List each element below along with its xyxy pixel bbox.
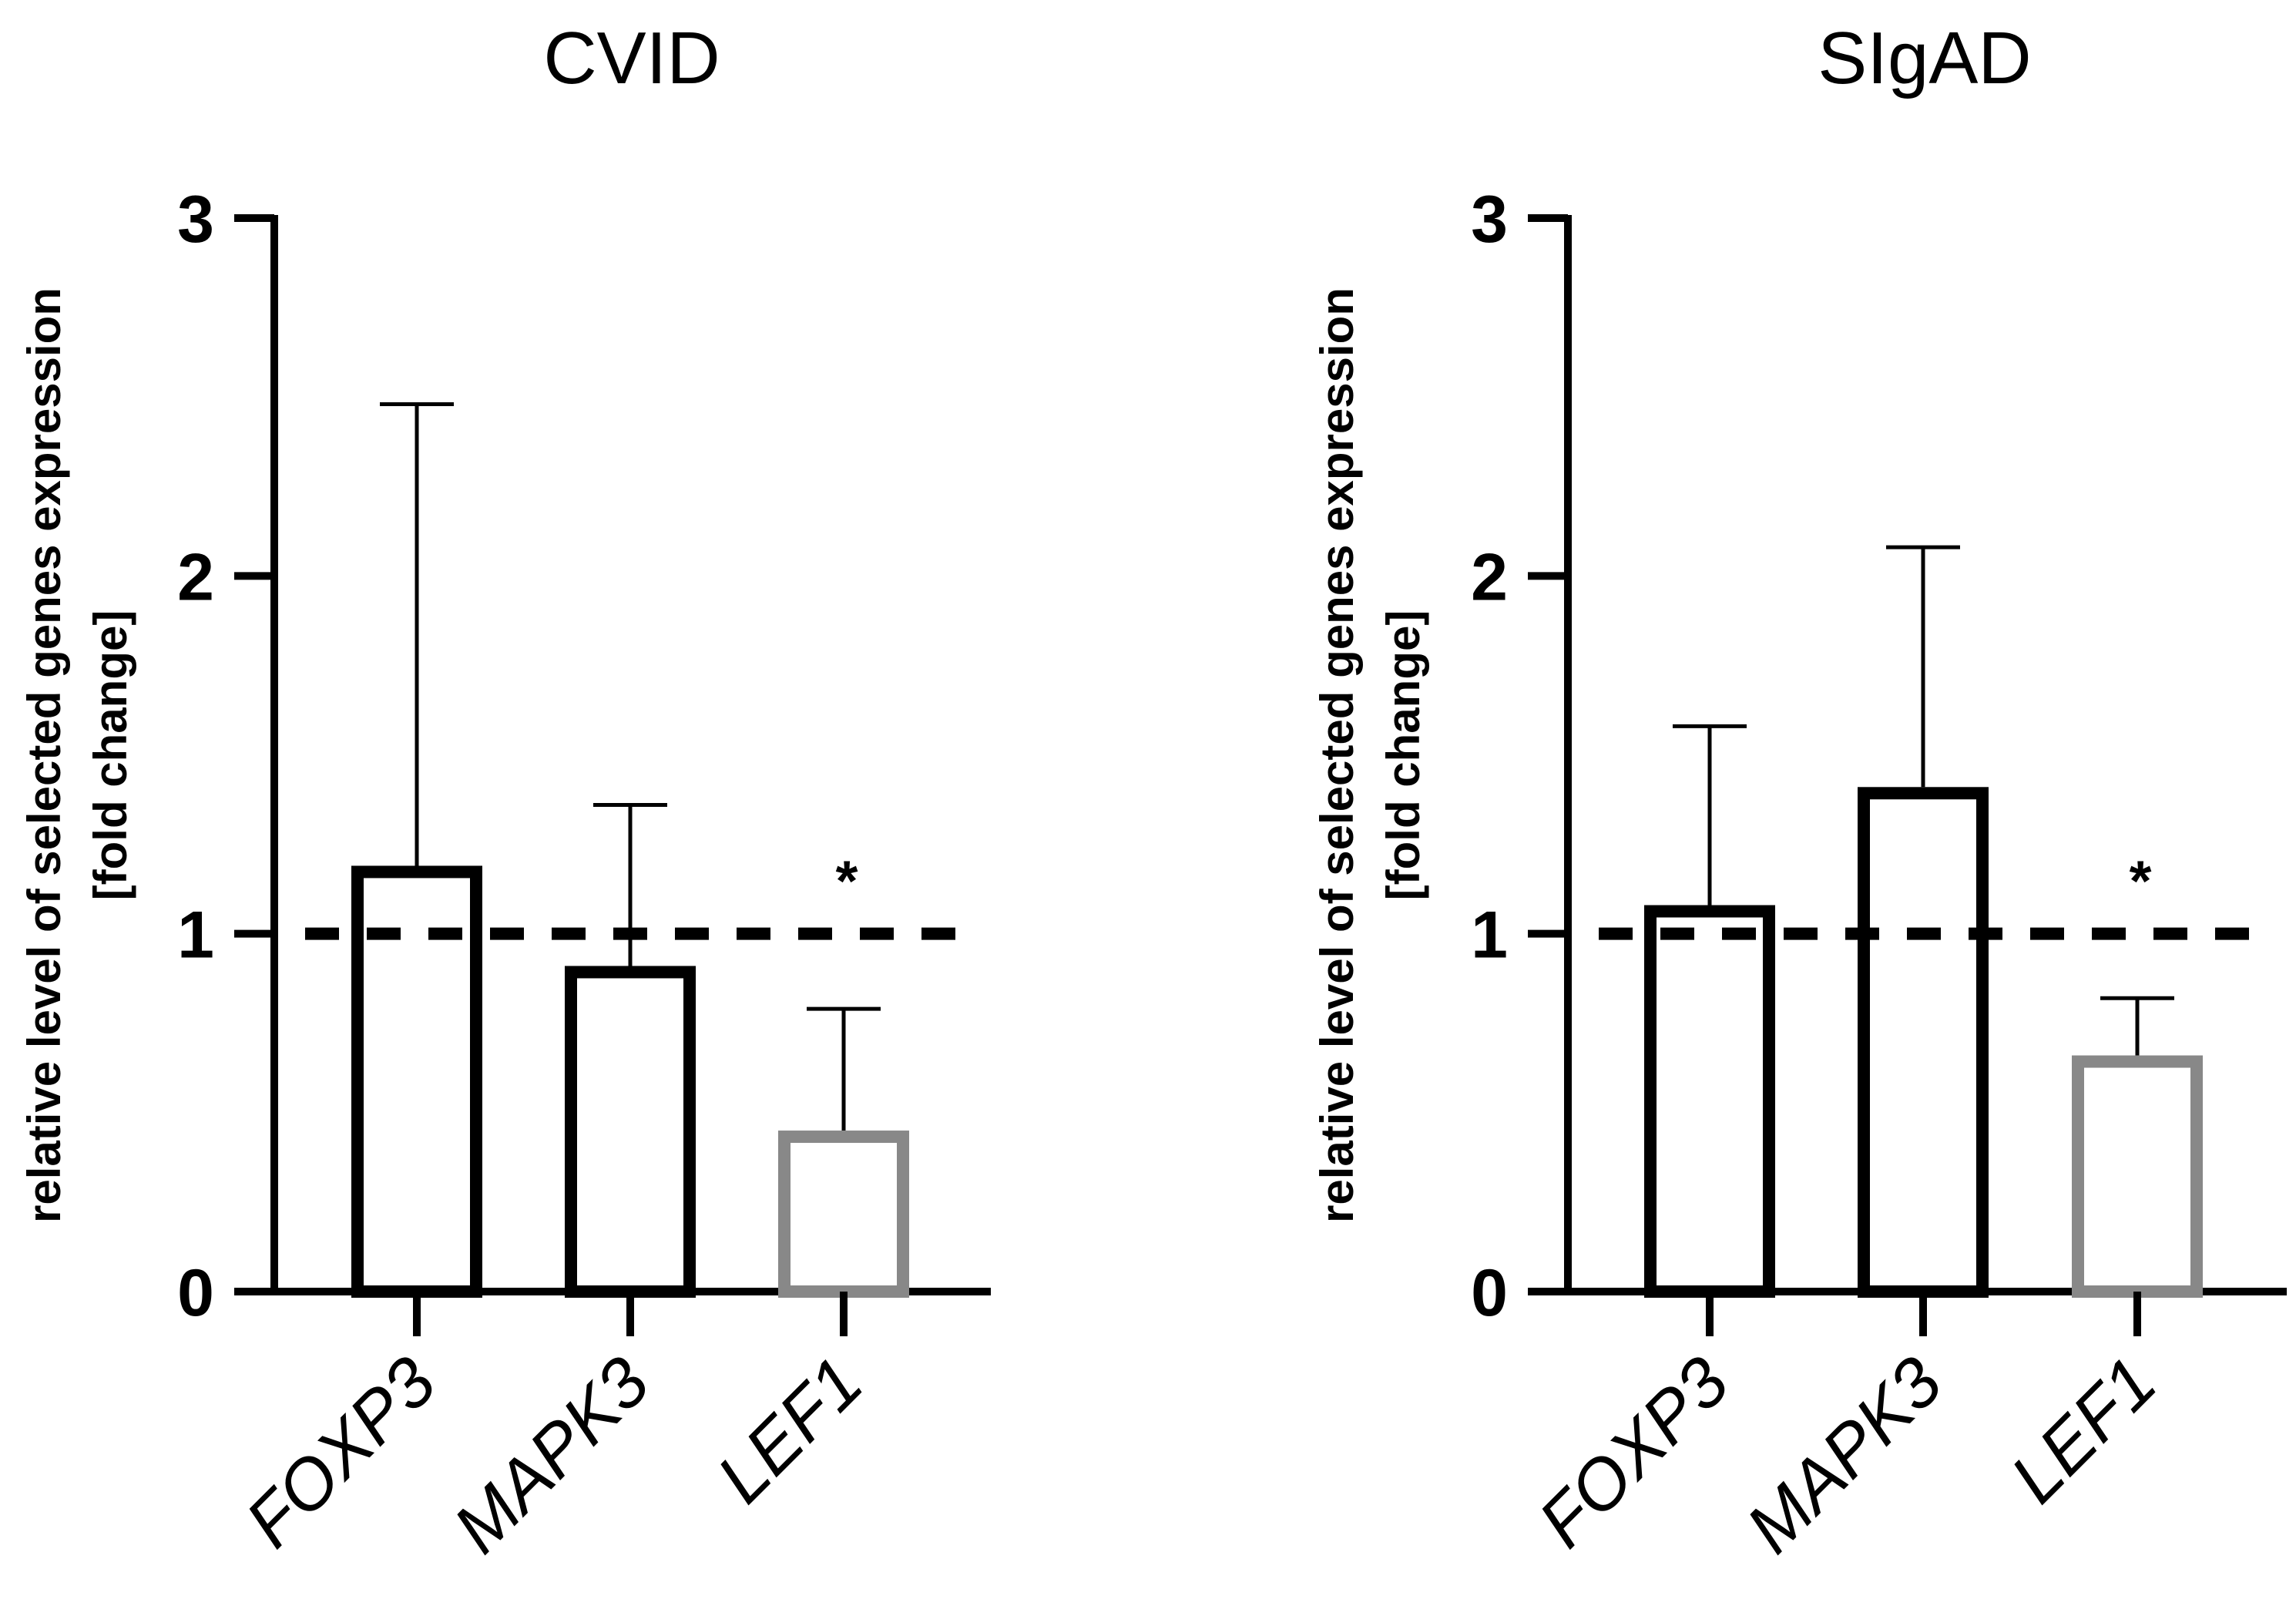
x-tick-label: LEF1 [1996, 1342, 2172, 1518]
bar-foxp3 [1644, 905, 1775, 1299]
bar-mapk3 [1858, 787, 1989, 1299]
y-tick-label: 2 [1471, 540, 1508, 614]
y-tick-label: 1 [1471, 899, 1508, 973]
y-axis-label-line2-sigad: [fold change] [1378, 610, 1429, 901]
chart-title-sigad: SIgAD [1818, 17, 2031, 99]
bar-foxp3 [351, 865, 482, 1298]
x-tick-label: MAPK3 [438, 1342, 664, 1568]
x-tick-label: FOXP3 [231, 1342, 451, 1562]
y-tick-label: 0 [1471, 1256, 1508, 1330]
x-tick-label: MAPK3 [1731, 1342, 1957, 1568]
bar-lef1 [2072, 1055, 2203, 1299]
chart-title-cvid: CVID [543, 17, 720, 99]
y-axis-label-line1-cvid: relative level of selected genes express… [18, 287, 70, 1223]
y-axis-label-line1-sigad: relative level of selected genes express… [1311, 287, 1363, 1223]
y-tick-label: 2 [177, 540, 214, 614]
x-tick-label: LEF1 [703, 1342, 878, 1518]
x-tick-label: FOXP3 [1524, 1342, 1744, 1562]
y-tick-label: 1 [177, 899, 214, 973]
y-tick-label: 0 [177, 1256, 214, 1330]
y-tick-label: 3 [177, 183, 214, 257]
significance-marker: * [836, 849, 858, 913]
bar-mapk3 [565, 966, 696, 1298]
y-axis-label-line2-cvid: [fold change] [85, 610, 136, 901]
significance-marker: * [2130, 849, 2152, 913]
y-tick-label: 3 [1471, 183, 1508, 257]
bar-lef1 [778, 1131, 909, 1299]
